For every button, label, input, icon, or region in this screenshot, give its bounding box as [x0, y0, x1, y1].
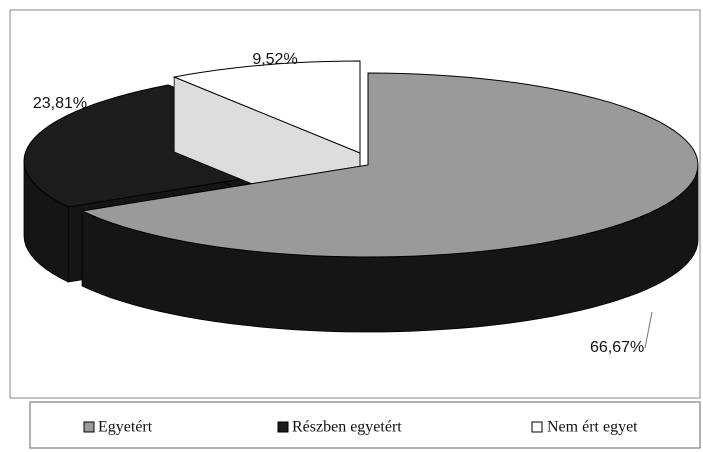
pie-slice: [172, 60, 361, 154]
legend-label: Nem ért egyet: [547, 419, 638, 436]
data-label: 66,67%: [590, 339, 644, 356]
legend-swatch: [83, 421, 95, 433]
data-label: 23,81%: [33, 95, 87, 112]
legend-swatch: [531, 421, 543, 433]
legend-box: [29, 401, 701, 449]
legend-label: Részben egyetért: [292, 419, 402, 436]
legend-label: Egyetért: [98, 419, 153, 436]
pie-slice: [80, 72, 699, 258]
leader-line: [644, 311, 653, 349]
data-label: 9,52%: [252, 51, 297, 68]
legend-swatch: [277, 421, 289, 433]
